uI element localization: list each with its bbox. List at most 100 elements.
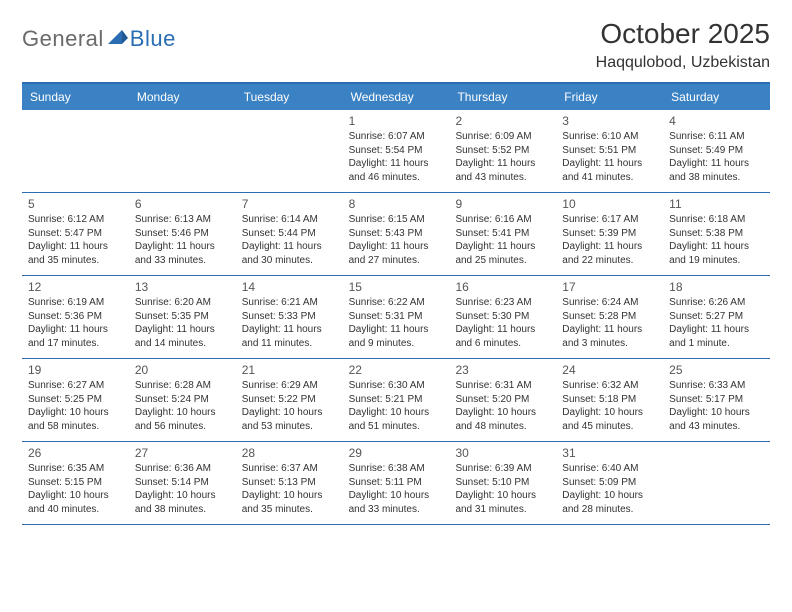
day-detail-line: and 43 minutes. — [669, 420, 764, 434]
day-details: Sunrise: 6:13 AMSunset: 5:46 PMDaylight:… — [135, 213, 230, 267]
day-detail-line: Daylight: 11 hours — [562, 157, 657, 171]
day-number: 12 — [28, 280, 123, 294]
day-number: 24 — [562, 363, 657, 377]
day-number: 11 — [669, 197, 764, 211]
day-detail-line: Sunset: 5:18 PM — [562, 393, 657, 407]
day-detail-line: Sunrise: 6:18 AM — [669, 213, 764, 227]
day-detail-line: Sunrise: 6:22 AM — [349, 296, 444, 310]
day-number: 30 — [455, 446, 550, 460]
day-details: Sunrise: 6:40 AMSunset: 5:09 PMDaylight:… — [562, 462, 657, 516]
day-details: Sunrise: 6:16 AMSunset: 5:41 PMDaylight:… — [455, 213, 550, 267]
day-detail-line: and 19 minutes. — [669, 254, 764, 268]
week-row: 5Sunrise: 6:12 AMSunset: 5:47 PMDaylight… — [22, 193, 770, 276]
day-cell: 8Sunrise: 6:15 AMSunset: 5:43 PMDaylight… — [343, 193, 450, 275]
day-details: Sunrise: 6:19 AMSunset: 5:36 PMDaylight:… — [28, 296, 123, 350]
day-detail-line: and 45 minutes. — [562, 420, 657, 434]
day-cell: 3 Sunrise: 6:10 AMSunset: 5:51 PMDaylight… — [556, 110, 663, 192]
day-detail-line: Sunrise: 6:32 AM — [562, 379, 657, 393]
day-detail-line: Sunrise: 6:38 AM — [349, 462, 444, 476]
day-detail-line: and 27 minutes. — [349, 254, 444, 268]
day-detail-line: Daylight: 10 hours — [669, 406, 764, 420]
day-detail-line: Daylight: 11 hours — [135, 323, 230, 337]
day-details: Sunrise: 6:17 AMSunset: 5:39 PMDaylight:… — [562, 213, 657, 267]
day-details: Sunrise: 6:24 AMSunset: 5:28 PMDaylight:… — [562, 296, 657, 350]
day-detail-line: and 3 minutes. — [562, 337, 657, 351]
day-cell: 11Sunrise: 6:18 AMSunset: 5:38 PMDayligh… — [663, 193, 770, 275]
day-detail-line: Sunset: 5:09 PM — [562, 476, 657, 490]
day-cell: 5Sunrise: 6:12 AMSunset: 5:47 PMDaylight… — [22, 193, 129, 275]
day-detail-line: Sunrise: 6:13 AM — [135, 213, 230, 227]
weekday-header: Monday — [129, 84, 236, 110]
day-details: Sunrise: 6:31 AMSunset: 5:20 PMDaylight:… — [455, 379, 550, 433]
day-detail-line: Daylight: 10 hours — [349, 406, 444, 420]
day-detail-line: Daylight: 11 hours — [349, 157, 444, 171]
day-detail-line: Daylight: 10 hours — [455, 489, 550, 503]
day-cell: 9Sunrise: 6:16 AMSunset: 5:41 PMDaylight… — [449, 193, 556, 275]
day-detail-line: Sunset: 5:17 PM — [669, 393, 764, 407]
day-detail-line: Daylight: 11 hours — [28, 323, 123, 337]
day-number: 2 — [455, 114, 550, 128]
day-detail-line: Daylight: 10 hours — [135, 489, 230, 503]
day-detail-line: Sunset: 5:27 PM — [669, 310, 764, 324]
day-detail-line: Sunset: 5:38 PM — [669, 227, 764, 241]
day-cell: 26Sunrise: 6:35 AMSunset: 5:15 PMDayligh… — [22, 442, 129, 524]
day-detail-line: Daylight: 11 hours — [455, 157, 550, 171]
weekday-header-row: SundayMondayTuesdayWednesdayThursdayFrid… — [22, 84, 770, 110]
day-cell: 6 Sunrise: 6:13 AMSunset: 5:46 PMDaylight… — [129, 193, 236, 275]
day-detail-line: Sunset: 5:44 PM — [242, 227, 337, 241]
day-detail-line: and 56 minutes. — [135, 420, 230, 434]
day-detail-line: Sunset: 5:25 PM — [28, 393, 123, 407]
calendar-page: General Blue October 2025 Haqqulobod, Uz… — [0, 0, 792, 525]
day-detail-line: Daylight: 10 hours — [242, 406, 337, 420]
day-detail-line: and 38 minutes. — [669, 171, 764, 185]
location-label: Haqqulobod, Uzbekistan — [596, 54, 770, 72]
day-cell: 10Sunrise: 6:17 AMSunset: 5:39 PMDayligh… — [556, 193, 663, 275]
day-cell: 21Sunrise: 6:29 AMSunset: 5:22 PMDayligh… — [236, 359, 343, 441]
day-detail-line: Daylight: 10 hours — [455, 406, 550, 420]
day-details: Sunrise: 6:10 AMSunset: 5:51 PMDaylight:… — [562, 130, 657, 184]
day-detail-line: and 17 minutes. — [28, 337, 123, 351]
logo-text-2: Blue — [130, 26, 176, 52]
day-detail-line: and 38 minutes. — [135, 503, 230, 517]
day-detail-line: Sunset: 5:24 PM — [135, 393, 230, 407]
day-cell: 19Sunrise: 6:27 AMSunset: 5:25 PMDayligh… — [22, 359, 129, 441]
day-detail-line: Daylight: 11 hours — [135, 240, 230, 254]
day-detail-line: Sunrise: 6:12 AM — [28, 213, 123, 227]
day-detail-line: and 9 minutes. — [349, 337, 444, 351]
weekday-header: Wednesday — [343, 84, 450, 110]
day-number: 27 — [135, 446, 230, 460]
day-number: 6 — [135, 197, 230, 211]
day-detail-line: Sunset: 5:22 PM — [242, 393, 337, 407]
day-detail-line: and 46 minutes. — [349, 171, 444, 185]
day-cell: 7Sunrise: 6:14 AMSunset: 5:44 PMDaylight… — [236, 193, 343, 275]
day-details: Sunrise: 6:39 AMSunset: 5:10 PMDaylight:… — [455, 462, 550, 516]
day-cell: 29Sunrise: 6:38 AMSunset: 5:11 PMDayligh… — [343, 442, 450, 524]
day-detail-line: Sunrise: 6:28 AM — [135, 379, 230, 393]
day-detail-line: Sunset: 5:28 PM — [562, 310, 657, 324]
title-block: October 2025 Haqqulobod, Uzbekistan — [596, 18, 770, 72]
day-details: Sunrise: 6:33 AMSunset: 5:17 PMDaylight:… — [669, 379, 764, 433]
day-detail-line: Sunset: 5:14 PM — [135, 476, 230, 490]
day-details: Sunrise: 6:36 AMSunset: 5:14 PMDaylight:… — [135, 462, 230, 516]
day-detail-line: Sunset: 5:35 PM — [135, 310, 230, 324]
logo-mark-icon — [108, 30, 128, 49]
day-number: 3 — [562, 114, 657, 128]
week-row: 19Sunrise: 6:27 AMSunset: 5:25 PMDayligh… — [22, 359, 770, 442]
weekday-header: Thursday — [449, 84, 556, 110]
day-detail-line: Sunset: 5:54 PM — [349, 144, 444, 158]
day-cell: 30 Sunrise: 6:39 AMSunset: 5:10 PMDayligh… — [449, 442, 556, 524]
day-detail-line: Sunset: 5:13 PM — [242, 476, 337, 490]
day-details: Sunrise: 6:29 AMSunset: 5:22 PMDaylight:… — [242, 379, 337, 433]
day-cell: 31Sunrise: 6:40 AMSunset: 5:09 PMDayligh… — [556, 442, 663, 524]
day-detail-line: Sunset: 5:21 PM — [349, 393, 444, 407]
day-detail-line: Sunset: 5:52 PM — [455, 144, 550, 158]
day-detail-line: and 33 minutes. — [349, 503, 444, 517]
day-detail-line: Sunrise: 6:23 AM — [455, 296, 550, 310]
day-detail-line: Sunrise: 6:37 AM — [242, 462, 337, 476]
day-detail-line: and 25 minutes. — [455, 254, 550, 268]
day-details: Sunrise: 6:37 AMSunset: 5:13 PMDaylight:… — [242, 462, 337, 516]
day-detail-line: Sunrise: 6:30 AM — [349, 379, 444, 393]
weekday-header: Sunday — [22, 84, 129, 110]
month-title: October 2025 — [596, 18, 770, 50]
day-detail-line: and 28 minutes. — [562, 503, 657, 517]
